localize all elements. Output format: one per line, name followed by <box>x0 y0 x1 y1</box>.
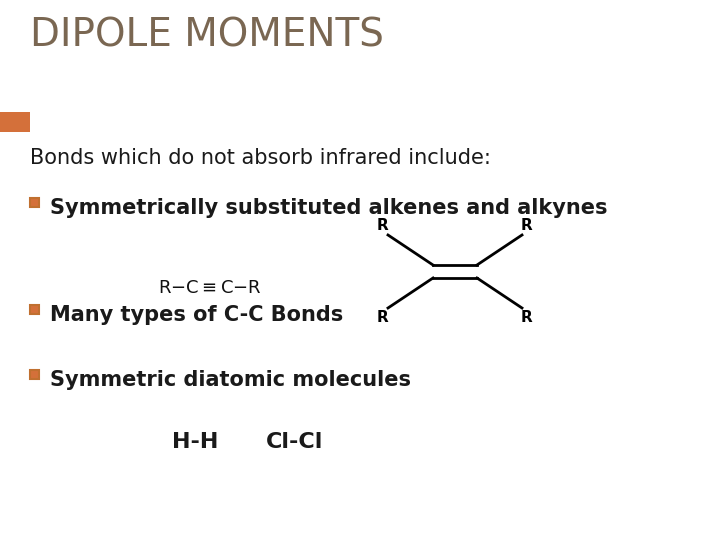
Text: Cl-Cl: Cl-Cl <box>266 432 324 452</box>
Text: Many types of C-C Bonds: Many types of C-C Bonds <box>50 305 343 325</box>
FancyBboxPatch shape <box>30 305 39 314</box>
Text: Symmetric diatomic molecules: Symmetric diatomic molecules <box>50 370 411 390</box>
Text: DIPOLE MOMENTS: DIPOLE MOMENTS <box>30 16 384 54</box>
Text: Symmetrically substituted alkenes and alkynes: Symmetrically substituted alkenes and al… <box>50 198 608 218</box>
Text: Bonds which do not absorb infrared include:: Bonds which do not absorb infrared inclu… <box>30 148 491 168</box>
Text: H-H: H-H <box>172 432 218 452</box>
Text: R: R <box>521 310 533 325</box>
Text: R$\mathregular{-}$C$\equiv$C$\mathregular{-}$R: R$\mathregular{-}$C$\equiv$C$\mathregula… <box>158 279 262 297</box>
Text: R: R <box>377 310 389 325</box>
FancyBboxPatch shape <box>30 369 39 379</box>
Text: R: R <box>521 218 533 233</box>
Bar <box>0 112 30 132</box>
FancyBboxPatch shape <box>30 198 39 206</box>
Text: R: R <box>377 218 389 233</box>
